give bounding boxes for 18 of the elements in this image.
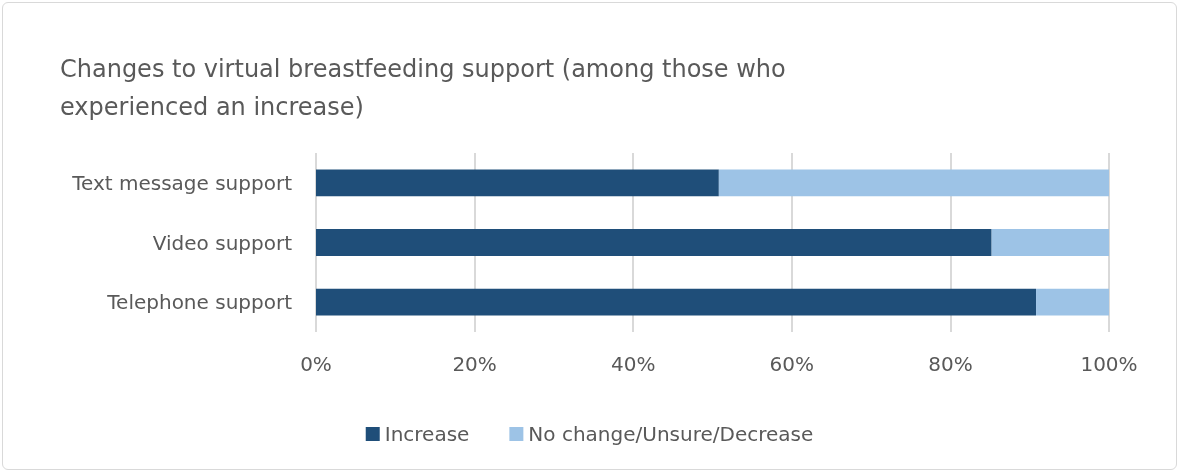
bar	[316, 169, 719, 197]
bar	[316, 288, 1037, 316]
bar	[1036, 288, 1109, 316]
bar	[316, 229, 992, 256]
y-tick-label: Text message support	[71, 170, 293, 195]
x-tick-label: 100%	[1080, 352, 1138, 376]
y-tick-label: Video support	[152, 230, 293, 255]
x-tick-label: 80%	[928, 352, 973, 376]
bar	[991, 229, 1109, 256]
x-tick-label: 20%	[452, 352, 497, 376]
bar	[718, 169, 1109, 197]
x-tick-label: 60%	[769, 352, 815, 376]
x-tick-label: 40%	[610, 352, 656, 376]
y-tick-label: Telephone support	[106, 290, 293, 315]
chart-title: Changes to virtual breastfeeding support (among those who experienced an increase)	[60, 55, 786, 121]
legend-label: No change/Unsure/Decrease	[528, 422, 814, 446]
legend-label: Increase	[384, 422, 470, 446]
x-tick-label: 0%	[300, 352, 332, 376]
